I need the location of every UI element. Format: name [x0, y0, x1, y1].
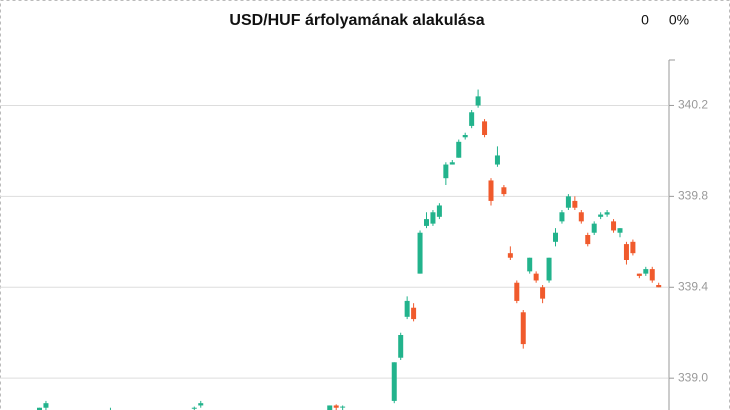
- candle-body: [636, 273, 642, 276]
- candle-body: [191, 407, 197, 409]
- candle-body: [43, 403, 49, 408]
- candle-body: [598, 214, 604, 217]
- candle-body: [656, 285, 662, 288]
- candle-body: [424, 219, 429, 226]
- candle-body: [630, 241, 636, 254]
- candle-body: [520, 312, 526, 345]
- candle-body: [540, 287, 546, 299]
- candle-body: [462, 135, 468, 138]
- change-label: 0%: [669, 12, 689, 28]
- candle-body: [649, 269, 655, 281]
- candle-body: [623, 244, 629, 260]
- candle-body: [327, 405, 333, 410]
- candle-body: [469, 112, 475, 126]
- y-tick-label: 339.0: [678, 370, 708, 384]
- candle-body: [488, 180, 494, 201]
- candle-body: [404, 300, 410, 317]
- candle-body: [507, 253, 513, 258]
- y-tick-label: 340.2: [678, 98, 708, 112]
- candle-body: [333, 405, 339, 408]
- candle-body: [456, 141, 462, 158]
- chart-title: USD/HUF árfolyamának alakulása: [229, 12, 484, 29]
- candle-body: [398, 335, 404, 358]
- candle-body: [578, 212, 584, 222]
- candle-body: [527, 257, 533, 272]
- candle-body: [501, 187, 507, 195]
- candle-body: [533, 273, 539, 281]
- candle-body: [430, 212, 436, 224]
- candle-body: [643, 269, 649, 274]
- candle-body: [617, 228, 623, 233]
- candle-body: [604, 212, 610, 215]
- candle-body: [514, 282, 520, 301]
- candle-body: [443, 164, 449, 179]
- candle-body: [449, 162, 455, 165]
- y-tick-label: 339.8: [678, 189, 708, 203]
- candle-body: [553, 232, 558, 242]
- candle-body: [436, 205, 442, 217]
- candle-body: [411, 307, 417, 320]
- candle-body: [546, 257, 552, 281]
- candle-body: [585, 235, 591, 245]
- price-label: 0: [641, 12, 649, 28]
- candle-body: [591, 223, 597, 233]
- candle-body: [565, 196, 571, 208]
- candle-body: [37, 407, 42, 410]
- candle-body: [391, 362, 397, 401]
- candle-body: [482, 121, 488, 135]
- candle-body: [559, 212, 565, 222]
- candle-body: [340, 406, 346, 408]
- candle-body: [494, 155, 500, 165]
- candle-body: [475, 96, 481, 106]
- candle-body: [198, 403, 204, 406]
- candle-body: [417, 232, 423, 274]
- candle-body: [572, 200, 578, 208]
- candle-body: [611, 221, 617, 231]
- y-tick-label: 339.4: [678, 279, 708, 293]
